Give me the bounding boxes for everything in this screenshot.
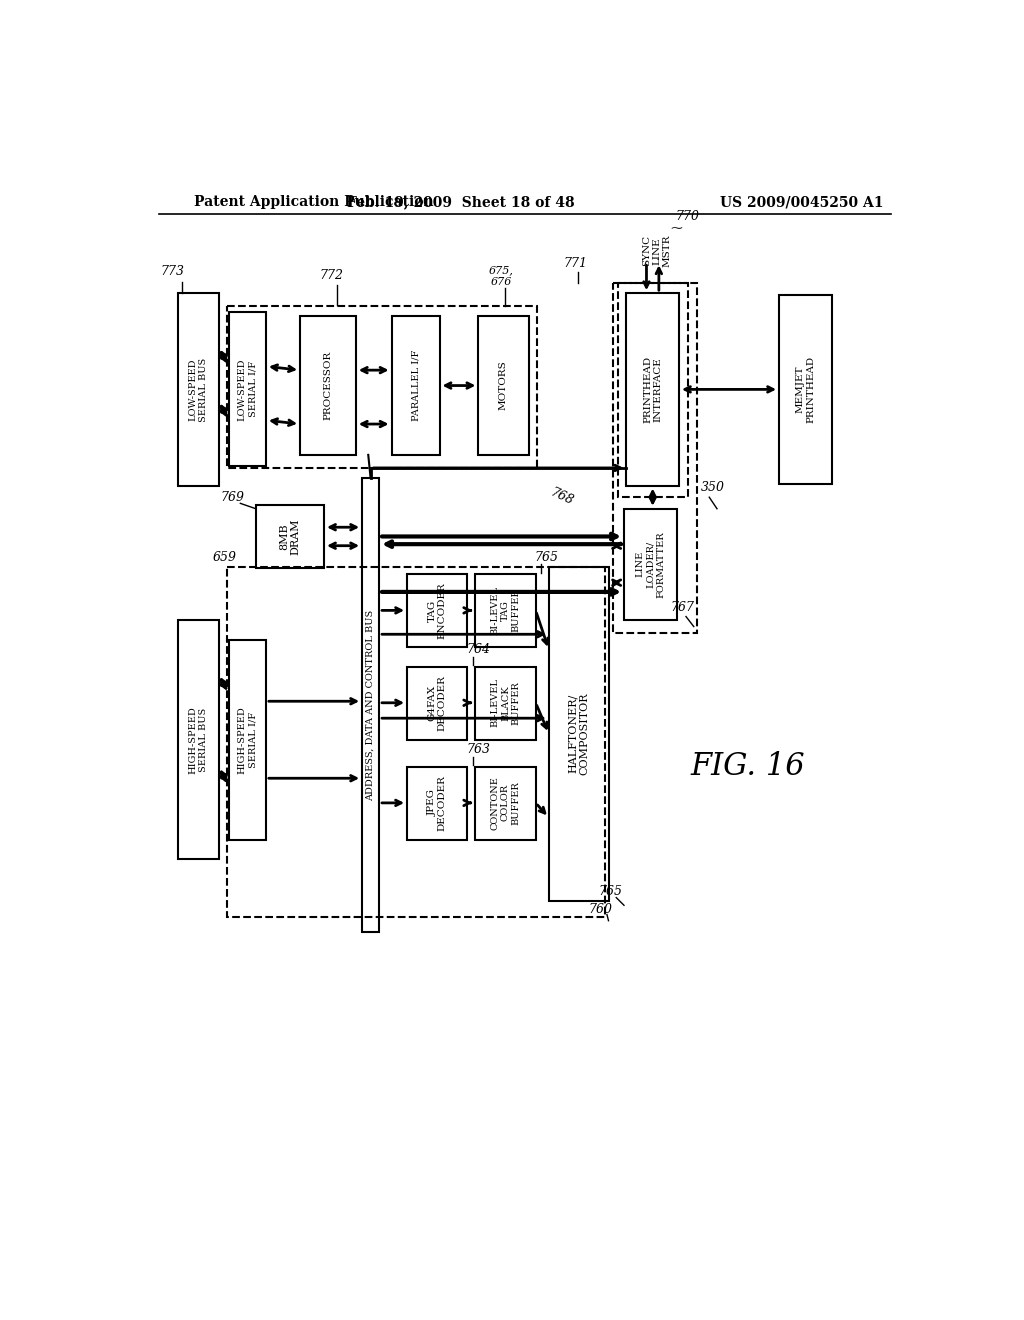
Text: SYNC: SYNC xyxy=(642,235,651,267)
Text: 767: 767 xyxy=(670,601,694,614)
Text: 765: 765 xyxy=(599,884,623,898)
Text: ~: ~ xyxy=(669,219,683,236)
Text: FIG. 16: FIG. 16 xyxy=(690,751,805,783)
Text: HIGH-SPEED
SERIAL I/F: HIGH-SPEED SERIAL I/F xyxy=(238,706,257,774)
Bar xyxy=(300,317,356,455)
Bar xyxy=(256,506,324,568)
Text: HALFTONER/
COMPOSITOR: HALFTONER/ COMPOSITOR xyxy=(568,692,590,775)
Bar xyxy=(227,306,538,469)
Text: 764: 764 xyxy=(466,643,490,656)
Bar xyxy=(227,566,605,917)
Text: ADDRESS, DATA AND CONTROL BUS: ADDRESS, DATA AND CONTROL BUS xyxy=(366,610,375,801)
Bar xyxy=(228,313,266,466)
Bar xyxy=(478,317,528,455)
Text: 765: 765 xyxy=(535,550,558,564)
Bar xyxy=(228,640,266,840)
Bar xyxy=(549,566,609,902)
Text: US 2009/0045250 A1: US 2009/0045250 A1 xyxy=(721,195,884,210)
Text: 770: 770 xyxy=(676,210,699,223)
Bar xyxy=(613,284,697,634)
Bar xyxy=(624,508,677,620)
Bar xyxy=(407,574,467,647)
Text: MEMJET
PRINTHEAD: MEMJET PRINTHEAD xyxy=(796,356,815,422)
Text: 769: 769 xyxy=(220,491,245,504)
Text: JPEG
DECODER: JPEG DECODER xyxy=(428,775,446,830)
Text: LOW-SPEED
SERIAL I/F: LOW-SPEED SERIAL I/F xyxy=(238,358,257,421)
Text: 675,
676: 675, 676 xyxy=(489,265,514,286)
Text: MSTR: MSTR xyxy=(663,235,671,267)
Bar xyxy=(391,317,439,455)
Bar xyxy=(178,293,219,486)
Text: LOW-SPEED
SERIAL BUS: LOW-SPEED SERIAL BUS xyxy=(188,358,208,421)
Text: LINE: LINE xyxy=(652,238,662,264)
Text: PARALLEL I/F: PARALLEL I/F xyxy=(411,350,420,421)
Text: 760: 760 xyxy=(589,903,612,916)
Bar xyxy=(627,293,679,486)
Text: Patent Application Publication: Patent Application Publication xyxy=(194,195,433,210)
Text: 8MB
DRAM: 8MB DRAM xyxy=(280,519,301,554)
Text: TAG
ENCODER: TAG ENCODER xyxy=(428,582,446,639)
Text: 350: 350 xyxy=(701,482,725,495)
Text: 768: 768 xyxy=(549,486,575,508)
Text: 771: 771 xyxy=(563,257,587,271)
Bar xyxy=(475,574,536,647)
Bar xyxy=(407,767,467,840)
Text: BI-LEVEL
BLACK
BUFFER: BI-LEVEL BLACK BUFFER xyxy=(490,678,520,727)
Text: 763: 763 xyxy=(466,743,490,756)
Text: 773: 773 xyxy=(160,265,184,279)
Text: 772: 772 xyxy=(319,269,343,282)
Text: MOTORS: MOTORS xyxy=(499,360,508,411)
Bar xyxy=(178,620,219,859)
Bar xyxy=(779,296,831,484)
Bar xyxy=(475,767,536,840)
Text: G4FAX
DECODER: G4FAX DECODER xyxy=(428,675,446,731)
Bar xyxy=(475,667,536,739)
Text: HIGH-SPEED
SERIAL BUS: HIGH-SPEED SERIAL BUS xyxy=(188,706,208,774)
Text: Feb. 19, 2009  Sheet 18 of 48: Feb. 19, 2009 Sheet 18 of 48 xyxy=(347,195,575,210)
Bar xyxy=(362,478,379,932)
Bar xyxy=(407,667,467,739)
Text: PRINTHEAD
INTERFACE: PRINTHEAD INTERFACE xyxy=(643,356,663,422)
Text: BI-LEVEL
TAG
BUFFER: BI-LEVEL TAG BUFFER xyxy=(490,586,520,635)
Text: CONTONE
COLOR
BUFFER: CONTONE COLOR BUFFER xyxy=(490,776,520,830)
Text: 659: 659 xyxy=(213,550,237,564)
Text: PROCESSOR: PROCESSOR xyxy=(324,351,333,420)
Bar xyxy=(617,284,687,498)
Text: LINE
LOADER/
FORMATTER: LINE LOADER/ FORMATTER xyxy=(636,531,666,598)
